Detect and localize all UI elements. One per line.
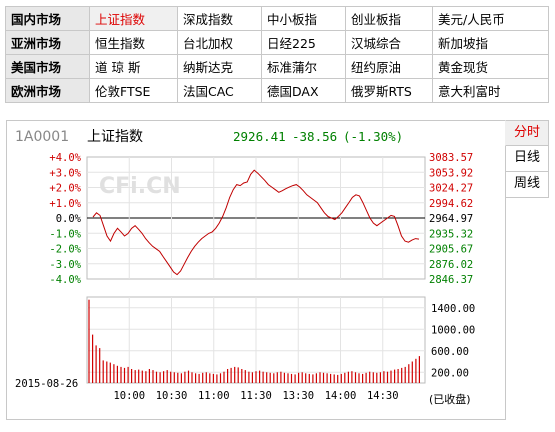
price-tick-label: 3053.92 <box>429 167 473 179</box>
market-closed-note: (已收盘) <box>429 392 471 406</box>
volume-tick-label: 600.00 <box>431 346 469 358</box>
market-index-link[interactable]: 恒生指数 <box>89 30 178 55</box>
pct-tick-label: -1.0% <box>49 228 81 240</box>
intraday-chart-panel: 1A0001 上证指数 2926.41 -38.56 (-1.30%) 3083.57 +4… <box>6 120 506 420</box>
date-label: 2015-08-26 <box>15 378 78 390</box>
market-index-link[interactable]: 美元/人民币 <box>432 6 549 31</box>
market-index-link[interactable]: 道 琼 斯 <box>89 54 178 79</box>
price-tick-label: 3024.27 <box>429 183 473 195</box>
pct-tick-label: +2.0% <box>49 183 81 195</box>
market-index-link[interactable]: 中小板指 <box>261 6 346 31</box>
market-index-link[interactable]: 意大利富时 <box>432 78 549 103</box>
market-region-label: 美国市场 <box>5 54 90 79</box>
price-tick-label: 2846.37 <box>429 274 473 286</box>
pct-tick-label: 0.0% <box>56 213 82 225</box>
market-index-link[interactable]: 德国DAX <box>261 78 346 103</box>
market-region-label: 亚洲市场 <box>5 30 90 55</box>
market-index-link[interactable]: 上证指数 <box>89 6 178 31</box>
volume-tick-label: 200.00 <box>431 367 469 379</box>
time-tick-label: 14:30 <box>367 390 399 402</box>
pct-tick-label: +3.0% <box>49 167 81 179</box>
price-tick-label: 2964.97 <box>429 213 473 225</box>
intraday-chart: 1A0001 上证指数 2926.41 -38.56 (-1.30%) 3083.57 +4… <box>15 129 475 406</box>
tab-period[interactable]: 周线 <box>505 172 549 198</box>
market-index-link[interactable]: 新加坡指 <box>432 30 549 55</box>
market-grid: 国内市场 上证指数 深成指数 中小板指 创业板指 美元/人民币 亚洲市场 恒生指数 台北加权 日经… <box>5 6 549 103</box>
market-index-link[interactable]: 汉城综合 <box>345 30 433 55</box>
market-row: 亚洲市场 恒生指数 台北加权 日经225 汉城综合 新加坡指 <box>5 30 549 55</box>
price-tick-label: 2994.62 <box>429 198 473 210</box>
tab-period[interactable]: 分时 <box>505 120 549 146</box>
index-name: 上证指数 <box>87 129 143 145</box>
time-tick-label: 11:00 <box>198 390 230 402</box>
time-tick-label: 14:00 <box>325 390 357 402</box>
price-tick-label: 3083.57 <box>429 152 473 164</box>
chart-period-tabs: 分时 日线 周线 <box>505 120 549 198</box>
volume-tick-label: 1400.00 <box>431 303 475 315</box>
market-row: 美国市场道 琼 斯纳斯达克 标准蒲尔 纽约原油 黄金现货 <box>5 54 549 79</box>
price-tick-label: 2876.02 <box>429 259 473 271</box>
market-index-link[interactable]: 法国CAC <box>177 78 262 103</box>
market-index-link[interactable]: 纳斯达克 <box>177 54 262 79</box>
market-row: 国内市场 上证指数 深成指数 中小板指 创业板指 美元/人民币 <box>5 6 549 31</box>
market-index-link[interactable]: 伦敦FTSE <box>89 78 178 103</box>
time-tick-label: 11:30 <box>240 390 272 402</box>
market-index-link[interactable]: 创业板指 <box>345 6 433 31</box>
market-row: 欧洲市场 伦敦FTSE 法国CAC 德国DAX 俄罗斯RTS 意大利富时 <box>5 78 549 103</box>
pct-tick-label: -4.0% <box>49 274 81 286</box>
market-region-label: 国内市场 <box>5 6 90 31</box>
price-tick-label: 2905.67 <box>429 244 473 256</box>
market-index-link[interactable]: 日经225 <box>261 30 346 55</box>
market-index-link[interactable]: 黄金现货 <box>432 54 549 79</box>
index-code: 1A0001 <box>15 129 69 145</box>
market-index-link[interactable]: 标准蒲尔 <box>261 54 346 79</box>
time-tick-label: 10:30 <box>156 390 188 402</box>
pct-tick-label: -3.0% <box>49 259 81 271</box>
time-tick-label: 10:00 <box>113 390 145 402</box>
time-tick-label: 13:30 <box>282 390 314 402</box>
pct-tick-label: +4.0% <box>49 152 81 164</box>
market-index-link[interactable]: 纽约原油 <box>345 54 433 79</box>
market-index-link[interactable]: 深成指数 <box>177 6 262 31</box>
price-tick-label: 2935.32 <box>429 228 473 240</box>
index-change-pct: (-1.30%) <box>343 129 403 144</box>
watermark: CFi.CN <box>99 174 181 199</box>
volume-tick-label: 1000.00 <box>431 324 475 336</box>
index-change: -38.56 <box>292 129 337 144</box>
market-index-link[interactable]: 台北加权 <box>177 30 262 55</box>
pct-tick-label: -2.0% <box>49 244 81 256</box>
index-price: 2926.41 <box>233 129 286 144</box>
market-region-label: 欧洲市场 <box>5 78 90 103</box>
price-line <box>92 169 420 276</box>
market-index-link[interactable]: 俄罗斯RTS <box>345 78 433 103</box>
pct-tick-label: +1.0% <box>49 198 81 210</box>
tab-period[interactable]: 日线 <box>505 146 549 172</box>
